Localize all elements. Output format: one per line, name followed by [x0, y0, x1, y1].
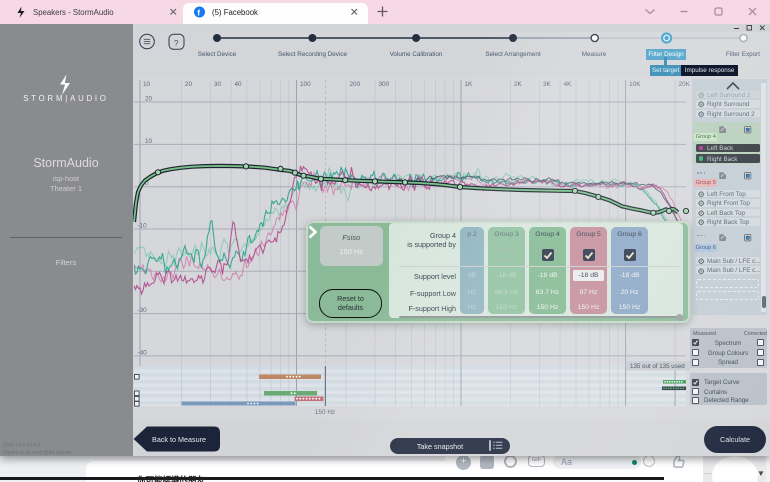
svg-text:20: 20 [145, 96, 153, 103]
svg-text:10K: 10K [629, 81, 641, 88]
svg-text:150 Hz: 150 Hz [315, 409, 335, 416]
svg-text:Signed in as emily@hd.club.tw: Signed in as emily@hd.club.tw [3, 450, 72, 456]
svg-text:STORM|AUDIO: STORM|AUDIO [23, 94, 109, 103]
svg-text:10: 10 [145, 138, 153, 145]
svg-text:4K: 4K [564, 81, 573, 88]
svg-text:-10: -10 [138, 223, 148, 230]
svg-text:200: 200 [350, 81, 361, 88]
svg-text:-30: -30 [138, 307, 148, 314]
svg-text:?: ? [174, 38, 179, 48]
svg-text:0: 0 [145, 180, 149, 187]
svg-text:2K: 2K [514, 81, 523, 88]
svg-text:20K: 20K [679, 81, 691, 88]
svg-text:Speakers - StormAudio: Speakers - StormAudio [33, 8, 114, 17]
svg-text:Theater 1: Theater 1 [50, 184, 82, 193]
svg-text:3K: 3K [543, 81, 552, 88]
svg-text:Filters: Filters [56, 258, 77, 267]
svg-text:Dirac Live v3.6.5: Dirac Live v3.6.5 [3, 443, 40, 449]
svg-text:(5) Facebook: (5) Facebook [212, 8, 258, 17]
svg-text:StormAudio: StormAudio [33, 156, 98, 170]
svg-text:40: 40 [235, 81, 243, 88]
svg-text:100: 100 [300, 81, 311, 88]
svg-text:30: 30 [214, 81, 222, 88]
svg-text:10: 10 [143, 81, 151, 88]
svg-text:20: 20 [185, 81, 193, 88]
svg-text:-40: -40 [138, 349, 148, 356]
svg-text:f: f [197, 7, 200, 17]
svg-text:Back to Measure: Back to Measure [152, 435, 206, 444]
svg-text:1K: 1K [465, 81, 474, 88]
svg-text:135 out of 135 used: 135 out of 135 used [630, 363, 685, 370]
svg-text:isp-host: isp-host [53, 174, 80, 183]
svg-text:300: 300 [379, 81, 390, 88]
